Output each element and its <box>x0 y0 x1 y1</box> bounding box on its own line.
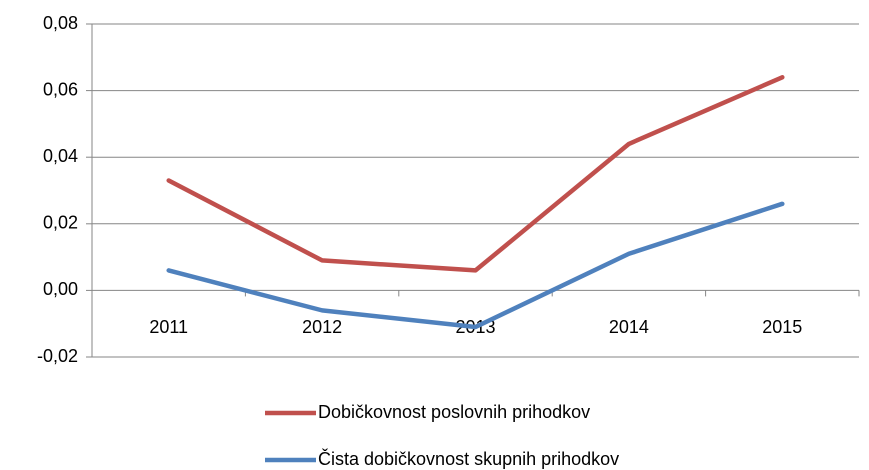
legend-label: Dobičkovnost poslovnih prihodkov <box>318 402 590 422</box>
x-tick-label: 2011 <box>149 317 188 337</box>
y-tick-label: 0,00 <box>43 279 78 299</box>
y-tick-label: 0,04 <box>43 146 78 166</box>
x-tick-label: 2014 <box>609 317 649 337</box>
x-tick-label: 2012 <box>302 317 342 337</box>
y-tick-label: 0,06 <box>43 79 78 99</box>
x-tick-label: 2015 <box>762 317 802 337</box>
legend-label: Čista dobičkovnost skupnih prihodkov <box>318 448 619 469</box>
y-tick-label: -0,02 <box>37 346 78 366</box>
series-line <box>166 201 785 330</box>
y-tick-label: 0,08 <box>43 13 78 33</box>
y-tick-label: 0,02 <box>43 213 78 233</box>
series-line <box>166 75 785 273</box>
